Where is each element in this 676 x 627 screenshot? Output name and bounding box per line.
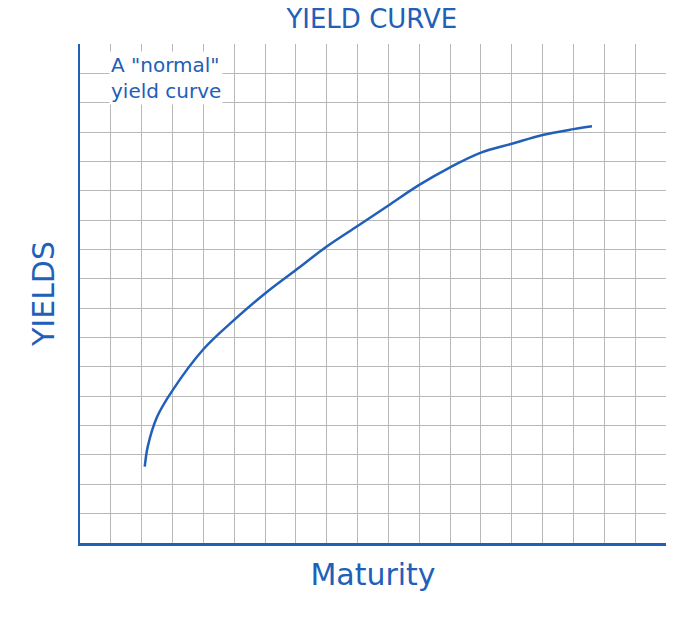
svg-text:YIELDS: YIELDS	[26, 241, 61, 347]
svg-text:Maturity: Maturity	[310, 557, 435, 592]
svg-text:A "normal"yield curve: A "normal"yield curve	[111, 53, 221, 103]
svg-text:YIELD CURVE: YIELD CURVE	[285, 4, 457, 34]
